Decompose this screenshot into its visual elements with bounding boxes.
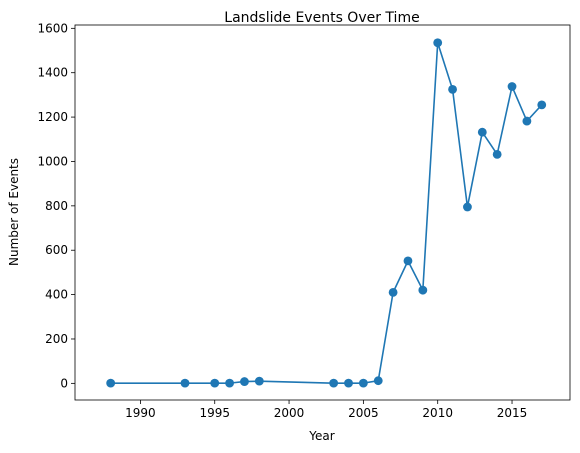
data-point bbox=[329, 378, 339, 388]
x-tick-label: 2010 bbox=[422, 406, 453, 420]
data-point bbox=[537, 100, 547, 110]
y-tick-label: 1400 bbox=[37, 66, 68, 80]
y-tick-label: 1600 bbox=[37, 21, 68, 35]
data-point bbox=[418, 285, 428, 295]
data-point bbox=[507, 82, 517, 91]
data-point bbox=[240, 377, 249, 386]
y-tick-label: 800 bbox=[45, 199, 68, 213]
y-tick-label: 1000 bbox=[37, 154, 68, 168]
x-tick-label: 1995 bbox=[199, 406, 230, 420]
data-point bbox=[373, 376, 383, 386]
data-point bbox=[388, 287, 398, 297]
y-tick-label: 400 bbox=[45, 288, 68, 302]
x-axis-label: Year bbox=[308, 429, 334, 443]
x-tick-label: 1990 bbox=[125, 406, 156, 420]
y-axis: 0 200 400 600 800 1000 1200 1400 1600 bbox=[37, 21, 75, 390]
data-point bbox=[180, 378, 190, 388]
data-point bbox=[492, 149, 502, 159]
data-point bbox=[210, 378, 220, 388]
y-tick-label: 0 bbox=[60, 376, 68, 390]
data-point bbox=[403, 256, 413, 266]
x-tick-label: 2005 bbox=[348, 406, 379, 420]
data-point bbox=[477, 127, 487, 137]
series-line bbox=[110, 41, 543, 384]
data-point bbox=[433, 38, 443, 48]
y-tick-label: 200 bbox=[45, 332, 68, 346]
data-point bbox=[254, 376, 264, 386]
y-tick-label: 1200 bbox=[37, 110, 68, 124]
data-point bbox=[344, 378, 353, 388]
data-point bbox=[463, 202, 472, 212]
data-point bbox=[358, 378, 368, 388]
data-point bbox=[522, 116, 532, 126]
plot-frame bbox=[74, 24, 571, 401]
data-point bbox=[106, 378, 116, 388]
y-tick-label: 600 bbox=[45, 243, 68, 257]
x-tick-label: 2015 bbox=[497, 406, 528, 420]
chart-title: Landslide Events Over Time bbox=[224, 10, 419, 26]
x-tick-label: 2000 bbox=[274, 406, 305, 420]
data-point bbox=[448, 84, 457, 94]
y-axis-label: Number of Events bbox=[7, 158, 21, 266]
data-point bbox=[225, 378, 234, 388]
series-layer bbox=[106, 38, 547, 388]
x-axis: 1990 1995 2000 2005 2010 2015 bbox=[125, 400, 527, 420]
